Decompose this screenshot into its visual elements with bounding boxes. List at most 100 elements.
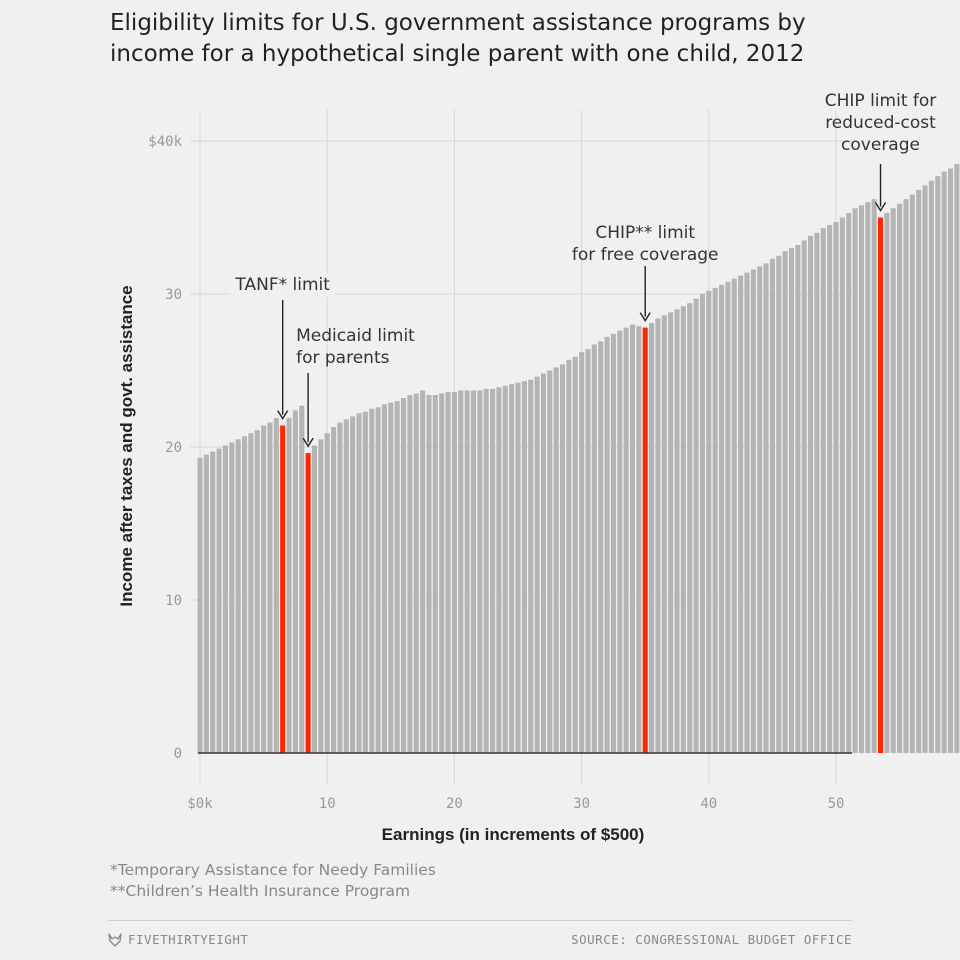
bar bbox=[343, 419, 349, 753]
bar bbox=[388, 402, 394, 753]
bar bbox=[496, 387, 502, 753]
bar bbox=[547, 370, 553, 753]
bar bbox=[814, 232, 820, 754]
bar bbox=[820, 228, 826, 753]
source-credit: SOURCE: CONGRESSIONAL BUDGET OFFICE bbox=[571, 932, 852, 947]
bar bbox=[203, 454, 209, 753]
bar bbox=[674, 309, 680, 753]
bar bbox=[432, 394, 438, 753]
bar bbox=[299, 405, 305, 753]
bar bbox=[540, 373, 546, 753]
bar-highlight bbox=[877, 217, 884, 753]
y-tick-label: 30 bbox=[165, 287, 182, 303]
bar bbox=[559, 364, 566, 753]
bar bbox=[509, 384, 515, 753]
bar bbox=[827, 225, 833, 753]
annotation-label: CHIP** limit bbox=[595, 223, 695, 243]
footer-divider bbox=[108, 920, 852, 921]
bar bbox=[229, 442, 235, 753]
bar bbox=[553, 367, 559, 753]
bar bbox=[521, 381, 527, 753]
bar bbox=[750, 269, 756, 753]
bar bbox=[744, 272, 750, 753]
bar bbox=[833, 222, 839, 754]
fox-logo-icon bbox=[108, 932, 122, 947]
bar bbox=[718, 284, 725, 753]
brand-name: FIVETHIRTYEIGHT bbox=[128, 932, 249, 947]
bar bbox=[623, 327, 629, 753]
bar bbox=[337, 422, 343, 753]
annotation-label: TANF* limit bbox=[234, 275, 330, 295]
x-tick-label: $0k bbox=[187, 796, 213, 812]
bar bbox=[890, 208, 896, 753]
y-tick-label: $40k bbox=[148, 134, 182, 150]
bar bbox=[222, 445, 228, 753]
bar bbox=[757, 266, 763, 753]
y-tick-label: 10 bbox=[165, 593, 182, 609]
bar bbox=[394, 401, 400, 753]
bar bbox=[235, 439, 241, 753]
axes: 0 10 20 30 $40k $0k 10 20 30 40 50 bbox=[148, 134, 852, 812]
bar bbox=[318, 439, 324, 753]
brand: FIVETHIRTYEIGHT bbox=[108, 932, 248, 947]
bar bbox=[865, 202, 871, 753]
bar bbox=[598, 341, 604, 753]
bar bbox=[629, 324, 636, 753]
bar bbox=[693, 298, 699, 753]
bar bbox=[776, 255, 782, 753]
bar bbox=[839, 217, 845, 753]
bar bbox=[763, 263, 769, 753]
annotation-label: Medicaid limit bbox=[296, 326, 415, 346]
bar bbox=[668, 312, 674, 753]
bar bbox=[362, 411, 368, 753]
bar bbox=[426, 394, 432, 753]
y-axis-label: Income after taxes and govt. assistance bbox=[117, 285, 136, 606]
bar bbox=[375, 407, 381, 753]
bar bbox=[470, 390, 477, 753]
bar-highlight bbox=[305, 453, 311, 753]
x-tick-label: 50 bbox=[828, 796, 845, 812]
bar bbox=[852, 208, 858, 753]
bar bbox=[197, 457, 203, 753]
annotation-label: for parents bbox=[296, 348, 390, 368]
bar bbox=[941, 171, 947, 754]
bar bbox=[795, 245, 801, 754]
bar bbox=[464, 390, 470, 753]
bar bbox=[680, 306, 686, 753]
bar bbox=[846, 212, 852, 753]
bar bbox=[610, 333, 616, 753]
bar bbox=[439, 393, 445, 753]
bar bbox=[445, 391, 451, 753]
bar bbox=[286, 417, 292, 753]
bar bbox=[617, 330, 623, 753]
bar bbox=[706, 290, 712, 753]
bar bbox=[483, 388, 489, 753]
bar bbox=[731, 278, 737, 753]
annotation-label: coverage bbox=[841, 135, 920, 155]
bar bbox=[712, 287, 718, 753]
bar bbox=[687, 303, 693, 753]
bar bbox=[216, 448, 222, 753]
bar bbox=[655, 318, 661, 753]
bar bbox=[356, 413, 362, 753]
bar bbox=[413, 393, 419, 753]
chart-title-line-1: Eligibility limits for U.S. government a… bbox=[110, 10, 806, 36]
annotation-label: for free coverage bbox=[572, 245, 719, 265]
bar bbox=[407, 394, 413, 753]
bar bbox=[916, 189, 922, 753]
bar bbox=[661, 315, 667, 753]
bar bbox=[858, 205, 864, 753]
bar bbox=[534, 376, 540, 753]
bar bbox=[935, 176, 941, 753]
y-tick-label: 0 bbox=[174, 746, 182, 762]
footnote-tanf: *Temporary Assistance for Needy Families bbox=[110, 861, 436, 879]
bar bbox=[928, 180, 934, 753]
bar bbox=[451, 391, 457, 753]
bar-highlight bbox=[642, 327, 648, 753]
bar bbox=[572, 356, 578, 753]
bar bbox=[954, 163, 960, 753]
annotation-arrowhead bbox=[302, 437, 314, 448]
bar bbox=[636, 326, 642, 753]
bar bbox=[769, 258, 775, 753]
bar bbox=[566, 359, 572, 753]
